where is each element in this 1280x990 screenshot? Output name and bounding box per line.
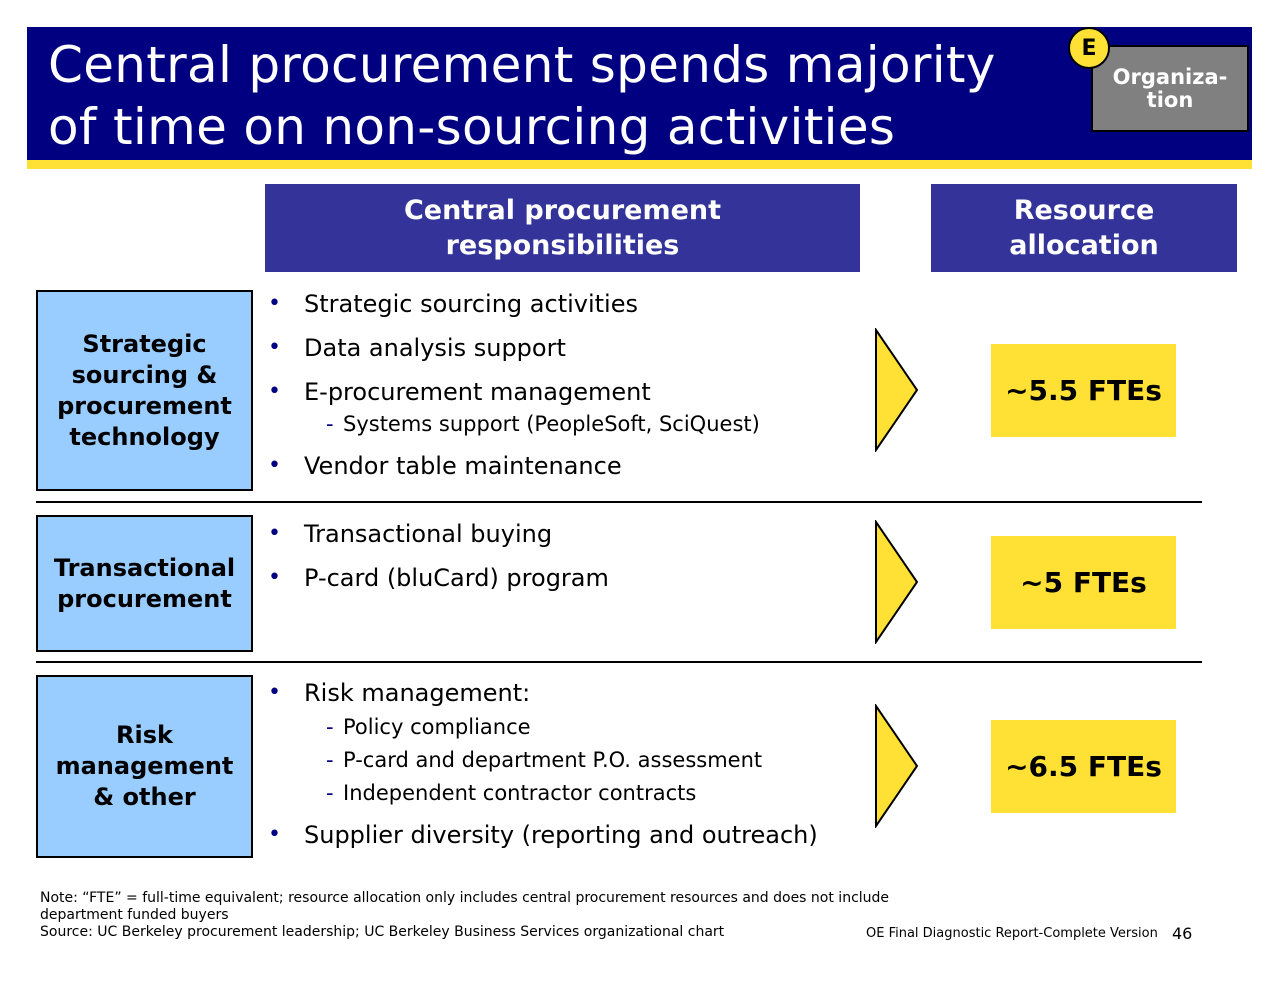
category-label: Transactional <box>53 553 236 582</box>
category-label: sourcing & <box>71 360 218 389</box>
bullet-icon: • <box>268 379 281 404</box>
fte-badge: ~6.5 FTEs <box>991 720 1176 813</box>
title-line: of time on non-sourcing activities <box>48 98 896 156</box>
row-divider <box>36 501 1202 503</box>
category-label: technology <box>69 422 220 451</box>
header-line: Central procurement <box>403 195 722 226</box>
category-label: & other <box>93 783 196 811</box>
section-tag: Organiza- tion <box>1091 45 1249 132</box>
dash-icon: - <box>326 412 334 436</box>
header-line: allocation <box>1009 230 1159 261</box>
category-label: procurement <box>57 391 232 420</box>
bullet-icon: • <box>268 521 281 546</box>
bullet-icon: • <box>268 291 281 316</box>
chevron-arrow-icon <box>875 704 919 828</box>
list-item: • P-card (bluCard) program <box>268 564 609 592</box>
category-label: Risk <box>116 721 173 749</box>
page-number: 46 <box>1172 924 1193 943</box>
dash-icon: - <box>326 715 334 739</box>
list-item: • Supplier diversity (reporting and outre… <box>268 821 818 849</box>
title-underline <box>27 160 1252 169</box>
title-bar <box>27 27 1252 160</box>
list-item: • Risk management: <box>268 679 531 707</box>
title-line: Central procurement spends majority <box>48 36 996 94</box>
list-item: • Strategic sourcing activities <box>268 290 638 318</box>
responsibilities-list: • Strategic sourcing activities • Data ana… <box>268 288 760 482</box>
list-item: • Vendor table maintenance <box>268 452 622 480</box>
note-text: department funded buyers <box>40 907 229 923</box>
list-item: • Transactional buying <box>268 520 553 548</box>
allocation-header: Resource allocation <box>931 184 1237 272</box>
bullet-icon: • <box>268 453 281 478</box>
dash-icon: - <box>326 748 334 772</box>
chevron-arrow-icon <box>875 328 919 452</box>
section-tag-label: Organiza- <box>1112 64 1228 89</box>
fte-badge: ~5.5 FTEs <box>991 344 1176 437</box>
list-item: • E-procurement management <box>268 378 651 406</box>
category-label: procurement <box>57 584 232 613</box>
sub-list-item: - Policy compliance <box>326 715 531 739</box>
bullet-icon: • <box>268 822 281 847</box>
header-line: Resource <box>1013 195 1155 226</box>
fte-badge: ~5 FTEs <box>991 536 1176 629</box>
responsibilities-header: Central procurement responsibilities <box>265 184 860 272</box>
section-letter-badge: E <box>1068 27 1110 69</box>
chevron-arrow-icon <box>875 520 919 644</box>
responsibilities-list: • Transactional buying • P-card (bluCard) … <box>268 518 609 594</box>
list-item: • Data analysis support <box>268 334 566 362</box>
page-title: Central procurement spends majority of t… <box>48 34 1058 158</box>
category-transactional: Transactional procurement <box>36 515 253 652</box>
category-label: management <box>55 752 234 780</box>
sub-list-item: - Systems support (PeopleSoft, SciQuest) <box>326 412 760 436</box>
footnote: Note: “FTE” = full-time equivalent; reso… <box>40 890 960 941</box>
bullet-icon: • <box>268 565 281 590</box>
bullet-icon: • <box>268 680 281 705</box>
responsibilities-list: • Risk management: - Policy compliance - P-… <box>268 677 818 851</box>
document-label: OE Final Diagnostic Report-Complete Vers… <box>866 926 1158 941</box>
note-text: Note: “FTE” = full-time equivalent; reso… <box>40 890 890 906</box>
section-tag-label: tion <box>1146 87 1194 112</box>
category-strategic-sourcing: Strategic sourcing & procurement technol… <box>36 290 253 491</box>
category-risk-management: Risk management & other <box>36 675 253 858</box>
source-text: Source: UC Berkeley procurement leadersh… <box>40 924 725 940</box>
sub-list-item: - P-card and department P.O. assessment <box>326 748 763 772</box>
bullet-icon: • <box>268 335 281 360</box>
sub-list-item: - Independent contractor contracts <box>326 781 697 805</box>
category-label: Strategic <box>82 329 207 358</box>
dash-icon: - <box>326 781 334 805</box>
row-divider <box>36 661 1202 663</box>
header-line: responsibilities <box>445 230 680 261</box>
